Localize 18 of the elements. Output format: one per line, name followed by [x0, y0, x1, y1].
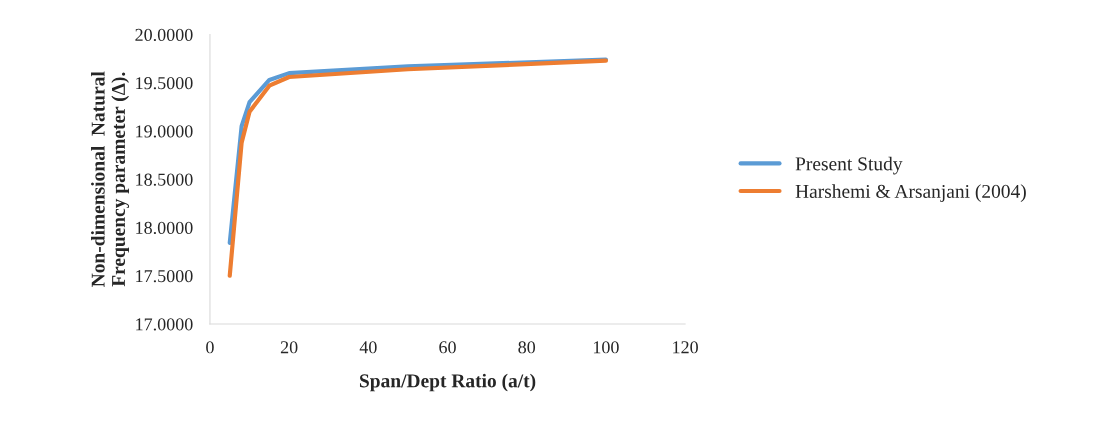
y-tick-label: 20.0000: [135, 28, 193, 42]
x-tick-label: 40: [359, 341, 377, 354]
x-tick-label: 80: [518, 341, 536, 354]
y-tick-label: 17.5000: [136, 270, 193, 283]
y-axis-title: Non-dimensional Natural Frequency parameter (Δ).: [91, 71, 130, 287]
y-tick-label: 18.5000: [136, 173, 193, 186]
y-tick-label: 19.0000: [136, 125, 193, 138]
x-tick-label: 20: [280, 341, 298, 354]
legend-label: Harshemi & Arsanjani (2004): [795, 184, 1026, 202]
y-tick-label: 17.0000: [136, 318, 193, 331]
x-axis-title: Span/Dept Ratio (a/t): [359, 373, 536, 392]
x-tick-label: 60: [439, 341, 456, 354]
y-tick-label: 18.0000: [136, 221, 193, 235]
x-tick-label: 120: [673, 341, 698, 354]
x-tick-label: 0: [206, 341, 214, 354]
legend-label: Present Study: [795, 156, 903, 175]
y-tick-label: 19.5000: [136, 77, 193, 90]
x-tick-label: 100: [593, 341, 619, 354]
